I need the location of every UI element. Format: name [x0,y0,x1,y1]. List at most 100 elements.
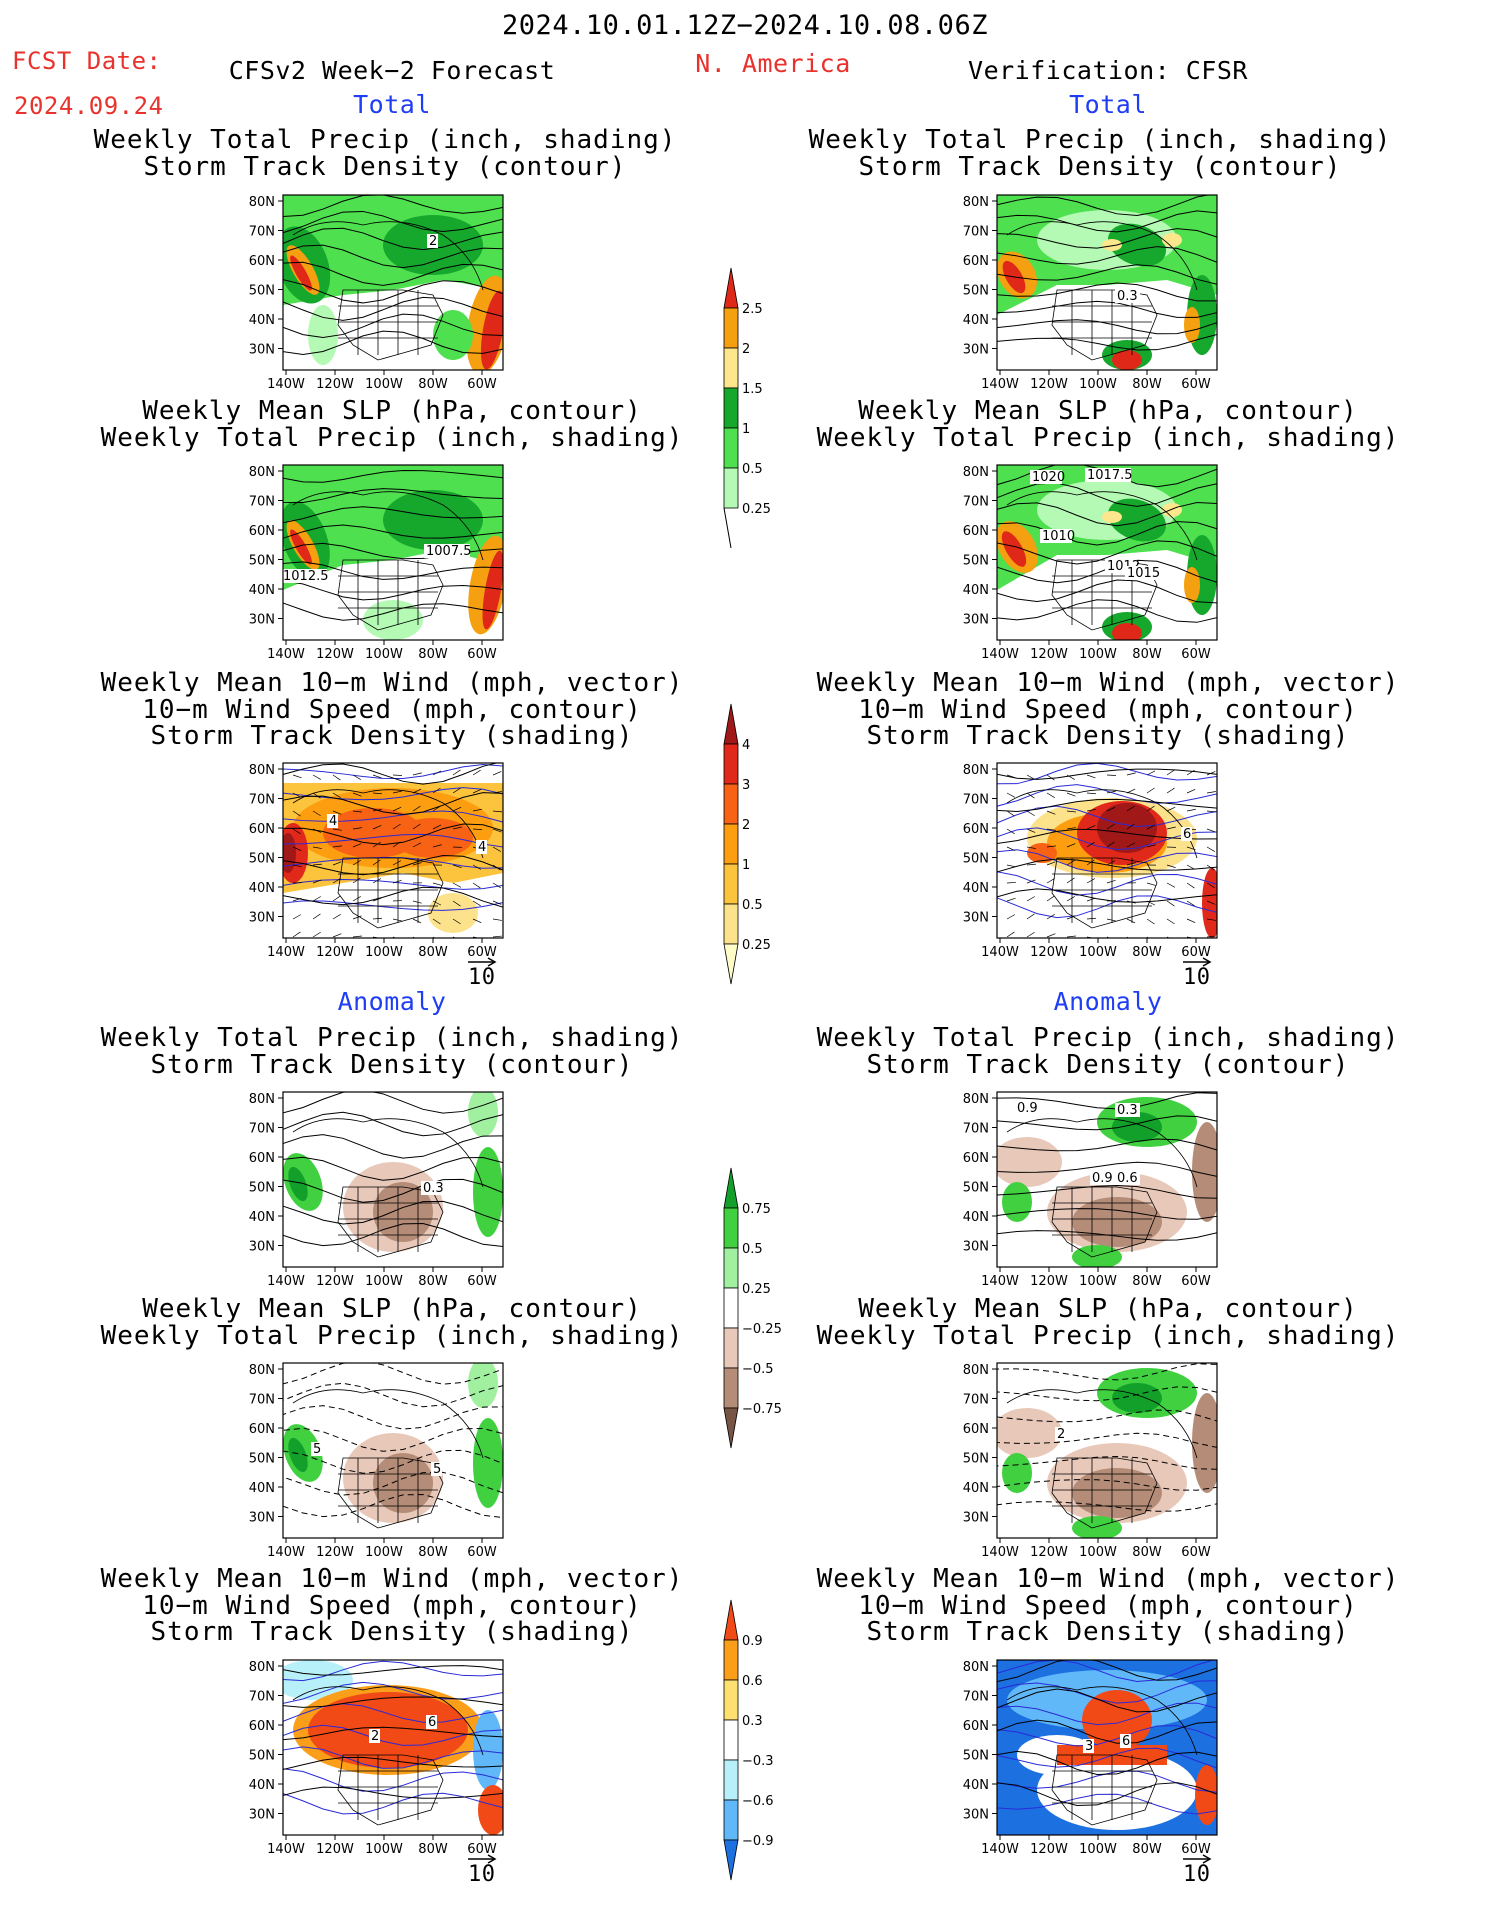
verification-anomaly-wind-map: 3 6 80N 70N 60N 50N 40N 30N 140W 120W 100W 80W 60W [963,1659,1218,1857]
colorbar-segment [723,307,739,349]
verification-anomaly-precip-map: 0.9 0.3 0.9 0.6 80N 70N 60N 50N 40N 30N 140W 120W 10… [963,1091,1218,1289]
lon-tick-label: 60W [1181,1274,1211,1289]
lat-tick-label: 50N [963,284,989,299]
lat-tick-label: 70N [249,1690,275,1705]
precip-anomaly-colorbar: 0.75 0.5 0.25 −0.25 −0.5 −0.75 [723,1167,782,1449]
contour-label: 0.9 [1092,1171,1113,1186]
lon-tick-label: 80W [1132,1545,1162,1560]
vector-reference-value: 10 [468,1862,496,1887]
lon-tick-label: 120W [316,945,354,960]
colorbar-segment [723,1719,739,1761]
colorbar-tick-label: 0.6 [742,1674,763,1689]
verification-total-heading: Total [1069,90,1147,119]
fc-anom-slp-title: Weekly Mean SLP (hPa, contour) Weekly Tot… [100,1294,684,1351]
lat-tick-label: 60N [963,1422,989,1437]
vf-total-wind-title: Weekly Mean 10−m Wind (mph, vector) 10−m … [816,668,1400,751]
colorbar-tick-label: −0.9 [742,1834,774,1849]
colorbar-tick-label: 2 [742,342,750,357]
lon-tick-label: 60W [467,945,497,960]
lat-tick-label: 40N [963,1481,989,1496]
forecast-total-precip-map: 2 80N 70N 60N 50N 40N 30N 140W 120W 100W 80W 60W [249,194,504,392]
lat-tick-label: 50N [249,1749,275,1764]
contour-label: 1010 [1042,529,1075,544]
lat-tick-label: 30N [249,1808,275,1823]
lon-tick-label: 80W [418,1274,448,1289]
colorbar-tick-label: 4 [742,738,750,753]
lat-tick-label: 50N [249,852,275,867]
colorbar-segment [723,467,739,509]
lon-tick-label: 80W [418,945,448,960]
colorbar-segment [723,943,739,985]
colorbar-tick-label: −0.25 [742,1322,782,1337]
lon-tick-label: 60W [1181,945,1211,960]
lat-tick-label: 40N [249,881,275,896]
contour-label: 1020 [1032,470,1065,485]
storm-density-total-colorbar: 4 3 2 1 0.5 0.25 [723,703,771,985]
colorbar-tick-label: −0.5 [742,1362,774,1377]
contour-label: 1017.5 [1087,468,1133,483]
forecast-column-title: CFSv2 Week−2 Forecast [228,56,556,85]
lat-tick-label: 50N [963,554,989,569]
lon-tick-label: 100W [1079,945,1117,960]
lat-tick-label: 40N [963,313,989,328]
contour-label: 4 [478,840,486,855]
lat-tick-label: 40N [963,1778,989,1793]
fc-total-precip-title: Weekly Total Precip (inch, shading) Storm… [93,125,677,182]
lat-tick-label: 70N [249,793,275,808]
lon-tick-label: 120W [1030,647,1068,662]
lat-tick-label: 80N [963,1363,989,1378]
colorbar-tick-label: 1 [742,422,750,437]
verification-total-slp-map: 1020 1017.510101012101580N70N60N50N40N30N… [963,464,1218,662]
lon-tick-label: 100W [1079,377,1117,392]
lon-tick-label: 60W [1181,377,1211,392]
contour-label: 0.3 [1117,1103,1138,1118]
colorbar-segment [723,1247,739,1289]
lat-tick-label: 60N [963,1151,989,1166]
lon-tick-label: 140W [267,377,305,392]
lon-tick-label: 60W [467,1842,497,1857]
colorbar-tick-label: 0.9 [742,1634,763,1649]
lon-tick-label: 100W [1079,1545,1117,1560]
colorbar-segment [723,863,739,905]
lat-tick-label: 80N [249,763,275,778]
fc-anom-wind-title: Weekly Mean 10−m Wind (mph, vector) 10−m … [100,1564,684,1647]
storm-density-anomaly-colorbar: 0.9 0.6 0.3 −0.3 −0.6 −0.9 [723,1599,774,1881]
lon-tick-label: 120W [316,377,354,392]
lat-tick-label: 80N [249,465,275,480]
lon-tick-label: 120W [1030,1274,1068,1289]
lat-tick-label: 80N [963,1092,989,1107]
colorbar-tick-label: 0.3 [742,1714,763,1729]
lat-tick-label: 40N [249,1210,275,1225]
colorbar-segment [723,1839,739,1881]
lon-tick-label: 100W [365,945,403,960]
lat-tick-label: 70N [249,1393,275,1408]
colorbar-segment [723,1327,739,1369]
verification-total-precip-map: 0.3 80N 70N 60N 50N 40N 30N 140W 120W 100W 80W 60W [963,194,1218,392]
lon-tick-label: 140W [267,1842,305,1857]
colorbar-segment [723,743,739,785]
colorbar-tick-label: 0.25 [742,502,771,517]
vector-reference-value: 10 [1183,1862,1211,1887]
lat-tick-label: 40N [249,313,275,328]
verification-anomaly-heading: Anomaly [1053,987,1163,1016]
colorbar-segment [723,267,739,309]
lat-tick-label: 50N [963,1181,989,1196]
lat-tick-label: 80N [963,1660,989,1675]
lat-tick-label: 70N [249,495,275,510]
lat-tick-label: 80N [963,195,989,210]
lat-tick-label: 80N [963,763,989,778]
lon-tick-label: 60W [467,377,497,392]
forecast-total-heading: Total [353,90,431,119]
lat-tick-label: 40N [963,881,989,896]
lat-tick-label: 30N [249,343,275,358]
lat-tick-label: 50N [249,284,275,299]
lon-tick-label: 100W [365,1842,403,1857]
lon-tick-label: 80W [1132,1274,1162,1289]
lat-tick-label: 40N [963,583,989,598]
fc-anom-precip-title: Weekly Total Precip (inch, shading) Storm… [100,1023,684,1080]
lat-tick-label: 70N [963,495,989,510]
lat-tick-label: 50N [963,852,989,867]
lat-tick-label: 30N [963,1511,989,1526]
colorbar-tick-label: 2.5 [742,302,763,317]
lat-tick-label: 40N [249,1778,275,1793]
